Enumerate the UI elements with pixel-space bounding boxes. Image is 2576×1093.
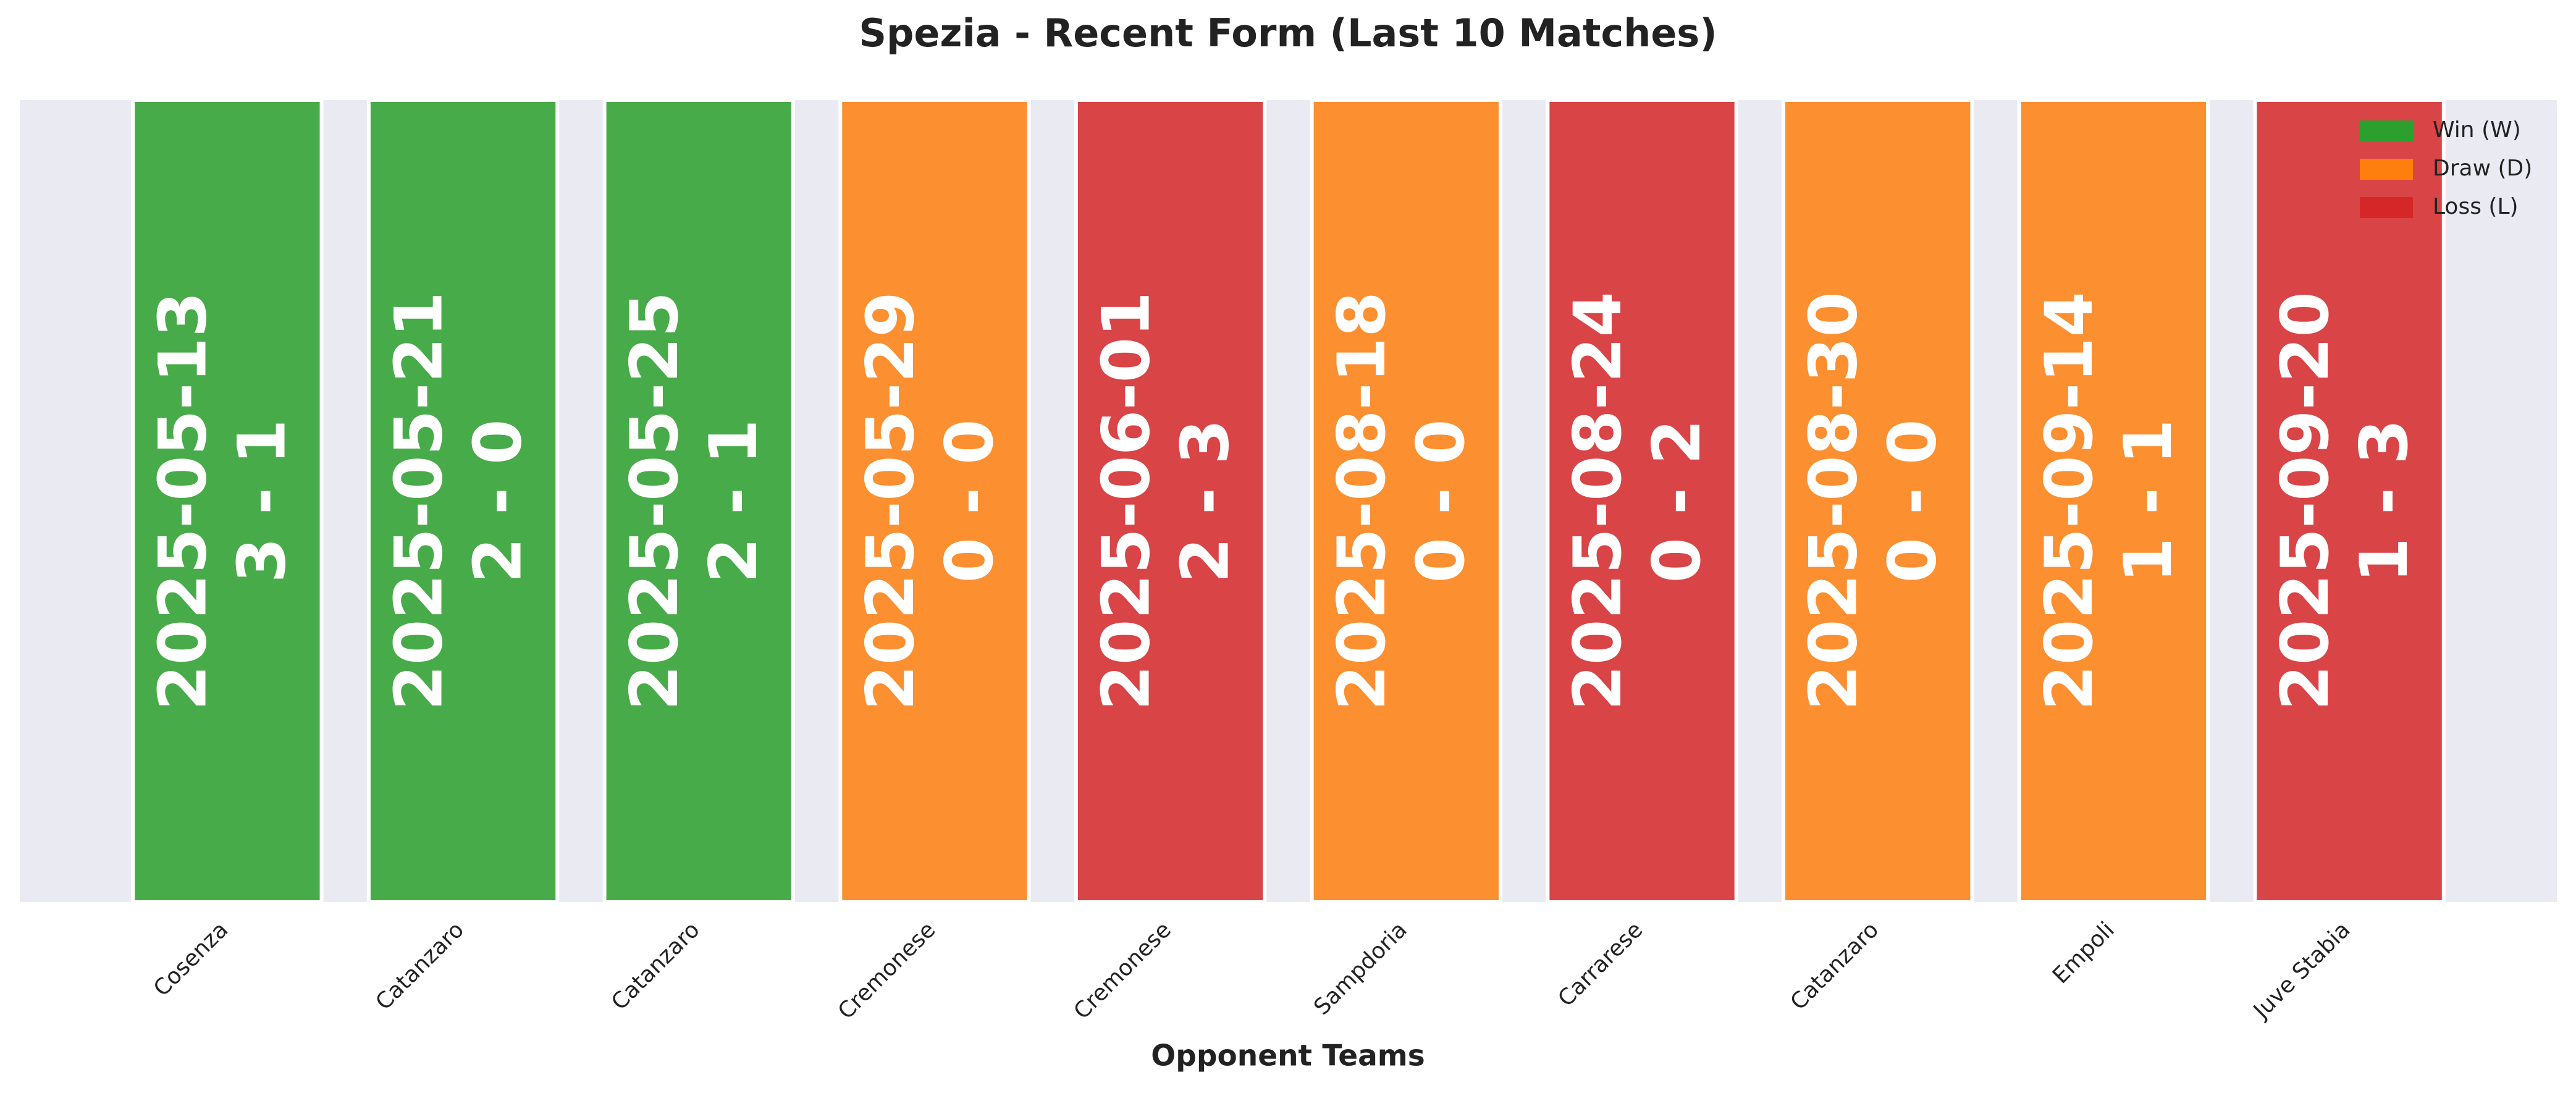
bar-date-label: 2025-05-21 [381, 292, 457, 711]
x-tick-label: Carrarese [1554, 917, 1648, 1011]
legend-label: Loss (L) [2433, 194, 2519, 219]
bar-score-label: 0 - 0 [1403, 419, 1479, 583]
bar-date-label: 2025-05-25 [617, 292, 692, 711]
bar [1546, 98, 1738, 904]
legend-swatch [2360, 120, 2413, 141]
bar-score-label: 2 - 3 [1167, 419, 1243, 583]
chart-title: Spezia - Recent Form (Last 10 Matches) [859, 11, 1717, 56]
x-tick-label: Catanzaro [371, 917, 469, 1015]
bar-date-label: 2025-09-20 [2267, 292, 2343, 711]
bar-score-label: 3 - 1 [224, 419, 300, 583]
bar [2017, 98, 2210, 904]
legend-swatch [2360, 159, 2413, 180]
bar-date-label: 2025-09-14 [2031, 292, 2107, 711]
bar-score-label: 0 - 0 [1875, 419, 1951, 583]
legend-label: Draw (D) [2433, 156, 2532, 181]
x-axis-label: Opponent Teams [1151, 1039, 1425, 1073]
x-tick-label: Empoli [2048, 917, 2119, 989]
bar [131, 98, 324, 904]
bar [366, 98, 560, 904]
x-tick-label: Sampdoria [1309, 917, 1412, 1020]
bar [838, 98, 1031, 904]
bar-date-label: 2025-06-01 [1088, 292, 1164, 711]
bar [1310, 98, 1503, 904]
x-tick-label: Catanzaro [607, 917, 705, 1015]
x-tick-label: Juve Stabia [2248, 917, 2355, 1024]
bar-date-label: 2025-05-29 [852, 292, 928, 711]
bar-score-label: 1 - 3 [2346, 419, 2422, 583]
bar [1782, 98, 1974, 904]
x-tick-label: Cremonese [833, 917, 940, 1024]
bar-date-label: 2025-05-13 [145, 292, 221, 711]
bar-score-label: 2 - 1 [696, 419, 772, 583]
x-tick-label: Catanzaro [1786, 917, 1884, 1015]
bar-score-label: 2 - 0 [460, 419, 536, 583]
bar [2253, 98, 2446, 904]
bar-score-label: 0 - 2 [1639, 419, 1715, 583]
bar-date-label: 2025-08-24 [1560, 292, 1636, 711]
bar [1074, 98, 1267, 904]
bar [602, 98, 795, 904]
legend-label: Win (W) [2433, 117, 2521, 143]
bar-score-label: 0 - 0 [932, 419, 1008, 583]
x-tick-label: Cosenza [149, 917, 233, 1001]
bar-date-label: 2025-08-18 [1324, 292, 1400, 711]
x-tick-label: Cremonese [1069, 917, 1176, 1024]
bar-date-label: 2025-08-30 [1796, 292, 1872, 711]
legend-swatch [2360, 197, 2413, 218]
bar-score-label: 1 - 1 [2110, 419, 2186, 583]
